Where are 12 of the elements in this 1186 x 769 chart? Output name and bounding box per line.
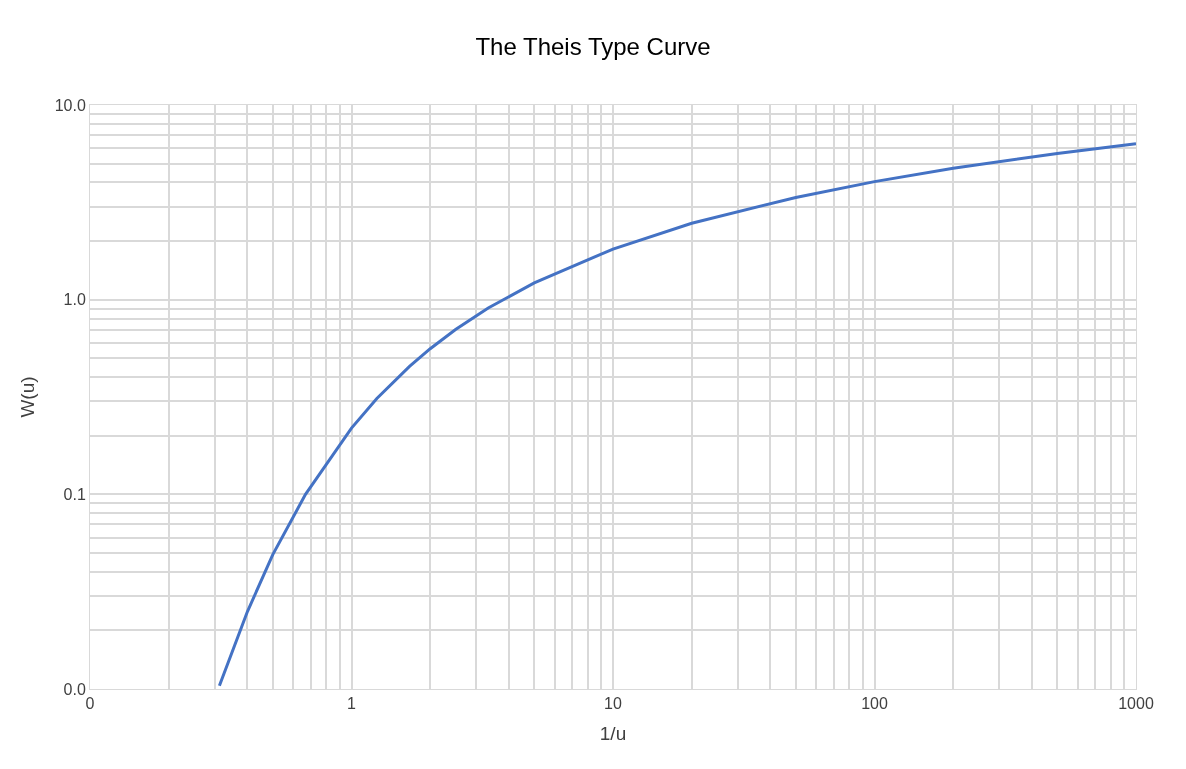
- y-tick-label: 0.0: [63, 680, 86, 698]
- y-axis-title: W(u): [16, 376, 38, 418]
- y-tick-label: 0.1: [63, 485, 86, 503]
- x-tick-label: 100: [861, 695, 888, 713]
- x-tick-label: 1000: [1118, 695, 1154, 713]
- chart-title: The Theis Type Curve: [475, 33, 711, 61]
- y-tick-label: 10.0: [54, 96, 86, 114]
- x-axis-title: 1/u: [599, 723, 627, 744]
- x-tick-label: 1: [347, 695, 357, 713]
- x-tick-label: 10: [604, 695, 622, 713]
- y-tick-label: 1.0: [63, 291, 86, 309]
- x-tick-label: 0: [85, 695, 95, 713]
